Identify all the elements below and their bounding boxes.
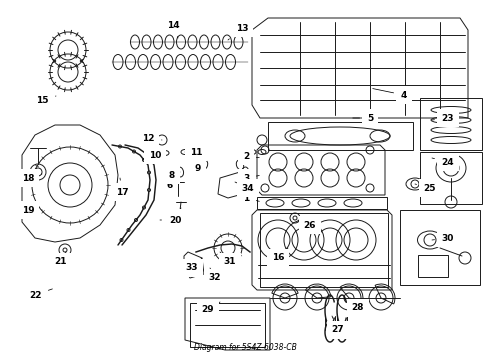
Text: Diagram for 5S4Z-6038-CB: Diagram for 5S4Z-6038-CB — [194, 343, 296, 352]
Bar — [400, 210, 480, 285]
Text: 20: 20 — [160, 216, 181, 225]
Text: 12: 12 — [142, 134, 162, 143]
Text: 18: 18 — [22, 174, 42, 183]
Text: 24: 24 — [432, 158, 454, 166]
Text: 25: 25 — [415, 184, 436, 193]
Text: 22: 22 — [29, 289, 52, 300]
Bar — [190, 303, 265, 347]
Text: 21: 21 — [54, 252, 66, 266]
Text: 17: 17 — [116, 178, 128, 197]
Text: 31: 31 — [220, 252, 236, 266]
Text: 7: 7 — [172, 208, 181, 222]
Bar — [420, 152, 482, 204]
Text: 27: 27 — [332, 316, 344, 334]
Text: 30: 30 — [432, 234, 454, 243]
Text: 2: 2 — [243, 152, 259, 161]
Text: 16: 16 — [272, 248, 288, 262]
Text: 15: 15 — [36, 95, 56, 104]
Text: 5: 5 — [353, 113, 373, 122]
Text: 14: 14 — [167, 21, 179, 38]
Text: 8: 8 — [169, 171, 180, 180]
Bar — [260, 213, 388, 287]
Text: 4: 4 — [373, 89, 407, 99]
Text: 13: 13 — [228, 23, 248, 40]
Text: 29: 29 — [202, 302, 220, 315]
Bar — [268, 122, 413, 150]
Text: 19: 19 — [22, 206, 42, 215]
Text: 26: 26 — [298, 220, 316, 230]
Text: 23: 23 — [432, 113, 454, 122]
Text: 3: 3 — [243, 174, 259, 183]
Text: 34: 34 — [235, 182, 254, 193]
Bar — [418, 255, 448, 277]
Text: 32: 32 — [209, 268, 221, 283]
Bar — [257, 197, 387, 209]
Text: 11: 11 — [185, 148, 202, 157]
Text: 28: 28 — [344, 298, 364, 312]
Text: 1: 1 — [243, 194, 259, 202]
Text: 6: 6 — [167, 180, 178, 189]
Bar — [420, 98, 482, 150]
Text: 10: 10 — [149, 150, 162, 159]
Text: 9: 9 — [195, 163, 201, 172]
Text: 33: 33 — [186, 258, 202, 273]
